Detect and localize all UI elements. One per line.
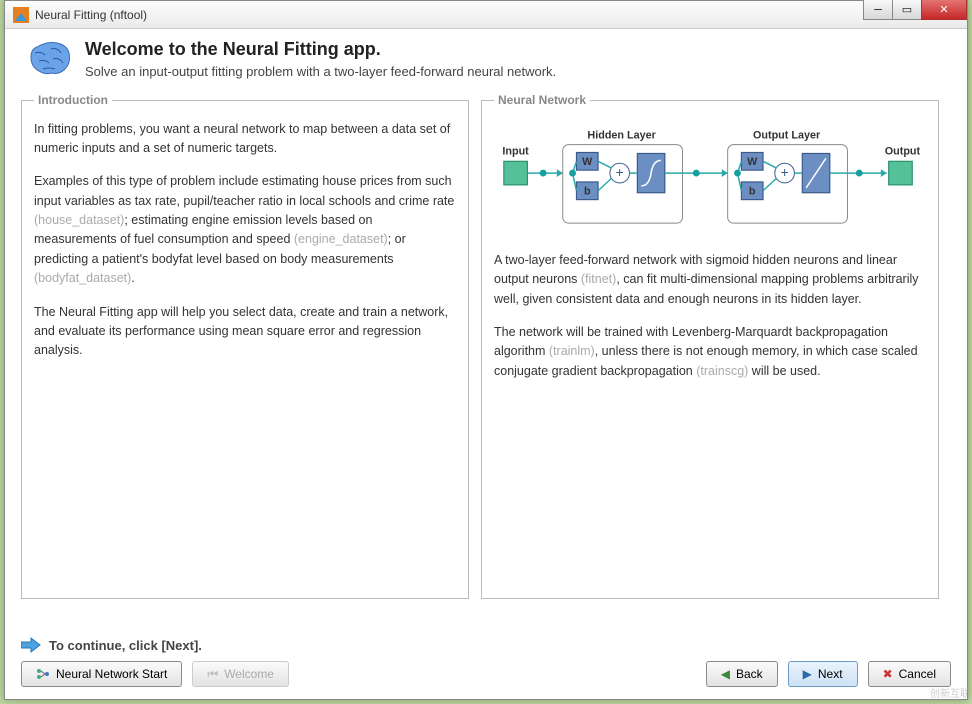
nn-legend: Neural Network [494,91,590,110]
brain-icon [27,39,73,79]
content-area: Welcome to the Neural Fitting app. Solve… [5,29,967,599]
trainscg-link[interactable]: (trainscg) [696,364,748,378]
svg-text:W: W [582,156,593,168]
back-icon: ◀ [721,667,730,681]
engine-dataset-link[interactable]: (engine_dataset) [294,232,388,246]
watermark: 创新互联 [930,685,970,700]
titlebar[interactable]: Neural Fitting (nftool) ─ ▭ ✕ [5,1,967,29]
svg-text:Input: Input [502,145,529,157]
neural-network-panel: Neural Network Input Hidden Layer Wb + Outpu… [481,91,939,599]
window-controls: ─ ▭ ✕ [864,0,967,20]
svg-text:b: b [749,185,756,197]
footer: To continue, click [Next]. Neural Networ… [21,637,951,687]
back-button[interactable]: ◀ Back [706,661,778,687]
header: Welcome to the Neural Fitting app. Solve… [21,39,951,79]
panels: Introduction In fitting problems, you wa… [21,91,951,599]
house-dataset-link[interactable]: (house_dataset) [34,213,124,227]
intro-p2: Examples of this type of problem include… [34,172,456,288]
nn-p2: The network will be trained with Levenbe… [494,323,926,381]
neural-network-start-button[interactable]: Neural Network Start [21,661,182,687]
svg-text:Output Layer: Output Layer [753,129,821,141]
intro-p1: In fitting problems, you want a neural n… [34,120,456,159]
introduction-legend: Introduction [34,91,112,110]
nn-start-icon [36,668,50,680]
intro-p3: The Neural Fitting app will help you sel… [34,303,456,361]
nn-diagram: Input Hidden Layer Wb + Output Layer Wb + Outpu… [494,126,926,231]
svg-text:Hidden Layer: Hidden Layer [587,129,656,141]
app-icon [13,7,29,23]
continue-hint: To continue, click [Next]. [21,637,951,653]
svg-text:+: + [781,165,789,180]
welcome-button: ⏮ Welcome [192,661,289,687]
minimize-button[interactable]: ─ [863,0,893,20]
trainlm-link[interactable]: (trainlm) [549,344,595,358]
rewind-icon: ⏮ [207,667,218,682]
svg-text:b: b [584,185,591,197]
window-title: Neural Fitting (nftool) [35,8,147,22]
next-icon: ▶ [803,667,812,681]
fitnet-link[interactable]: (fitnet) [581,272,616,286]
cancel-icon: ✖ [883,667,893,681]
page-title: Welcome to the Neural Fitting app. [85,39,556,60]
svg-text:Output: Output [885,145,921,157]
cancel-button[interactable]: ✖ Cancel [868,661,951,687]
arrow-right-icon [21,637,41,653]
introduction-panel: Introduction In fitting problems, you wa… [21,91,469,599]
page-subtitle: Solve an input-output fitting problem wi… [85,64,556,79]
nn-p1: A two-layer feed-forward network with si… [494,251,926,309]
bodyfat-dataset-link[interactable]: (bodyfat_dataset) [34,271,131,285]
maximize-button[interactable]: ▭ [892,0,922,20]
close-button[interactable]: ✕ [921,0,967,20]
svg-text:W: W [747,156,758,168]
app-window: Neural Fitting (nftool) ─ ▭ ✕ Welcome to… [4,0,968,700]
button-row: Neural Network Start ⏮ Welcome ◀ Back ▶ … [21,661,951,687]
next-button[interactable]: ▶ Next [788,661,858,687]
svg-text:+: + [616,165,624,180]
